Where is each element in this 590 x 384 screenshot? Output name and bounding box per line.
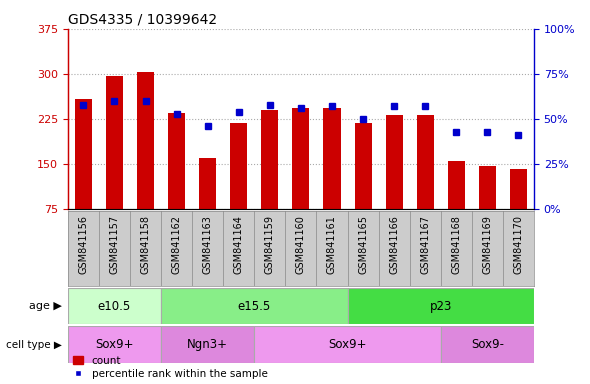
Text: GDS4335 / 10399642: GDS4335 / 10399642 xyxy=(68,12,217,26)
Text: GSM841166: GSM841166 xyxy=(389,215,399,274)
Bar xyxy=(479,166,496,209)
Bar xyxy=(168,113,185,209)
Text: Sox9+: Sox9+ xyxy=(328,338,367,351)
Text: GSM841158: GSM841158 xyxy=(140,215,150,274)
Bar xyxy=(355,123,372,209)
Bar xyxy=(75,99,92,209)
Bar xyxy=(386,115,402,209)
Bar xyxy=(348,288,534,324)
Bar xyxy=(417,115,434,209)
Bar xyxy=(448,161,465,209)
Text: e10.5: e10.5 xyxy=(98,300,131,313)
Text: GSM841160: GSM841160 xyxy=(296,215,306,274)
Text: GSM841164: GSM841164 xyxy=(234,215,244,274)
Text: GSM841163: GSM841163 xyxy=(203,215,212,274)
Text: GSM841165: GSM841165 xyxy=(358,215,368,274)
Bar xyxy=(293,108,309,209)
Text: GSM841161: GSM841161 xyxy=(327,215,337,274)
Text: e15.5: e15.5 xyxy=(238,300,271,313)
Text: GSM841168: GSM841168 xyxy=(451,215,461,274)
Text: GSM841159: GSM841159 xyxy=(265,215,275,274)
Bar xyxy=(254,326,441,363)
Text: cell type ▶: cell type ▶ xyxy=(6,339,62,350)
Bar xyxy=(441,326,534,363)
Text: Sox9+: Sox9+ xyxy=(95,338,134,351)
Legend: count, percentile rank within the sample: count, percentile rank within the sample xyxy=(73,356,268,379)
Bar xyxy=(68,288,161,324)
Bar xyxy=(261,110,278,209)
Bar xyxy=(137,72,154,209)
Text: GSM841162: GSM841162 xyxy=(172,215,182,274)
Bar xyxy=(323,108,340,209)
Text: GSM841157: GSM841157 xyxy=(110,215,119,274)
Text: GSM841167: GSM841167 xyxy=(420,215,430,274)
Bar xyxy=(106,76,123,209)
Bar xyxy=(68,326,161,363)
Bar xyxy=(161,288,348,324)
Bar xyxy=(161,326,254,363)
Text: GSM841170: GSM841170 xyxy=(513,215,523,274)
Text: GSM841169: GSM841169 xyxy=(483,215,492,274)
Text: Sox9-: Sox9- xyxy=(471,338,504,351)
Bar xyxy=(199,158,216,209)
Text: age ▶: age ▶ xyxy=(29,301,62,311)
Text: p23: p23 xyxy=(430,300,452,313)
Bar xyxy=(230,123,247,209)
Text: GSM841156: GSM841156 xyxy=(78,215,88,274)
Bar xyxy=(510,169,527,209)
Text: Ngn3+: Ngn3+ xyxy=(187,338,228,351)
